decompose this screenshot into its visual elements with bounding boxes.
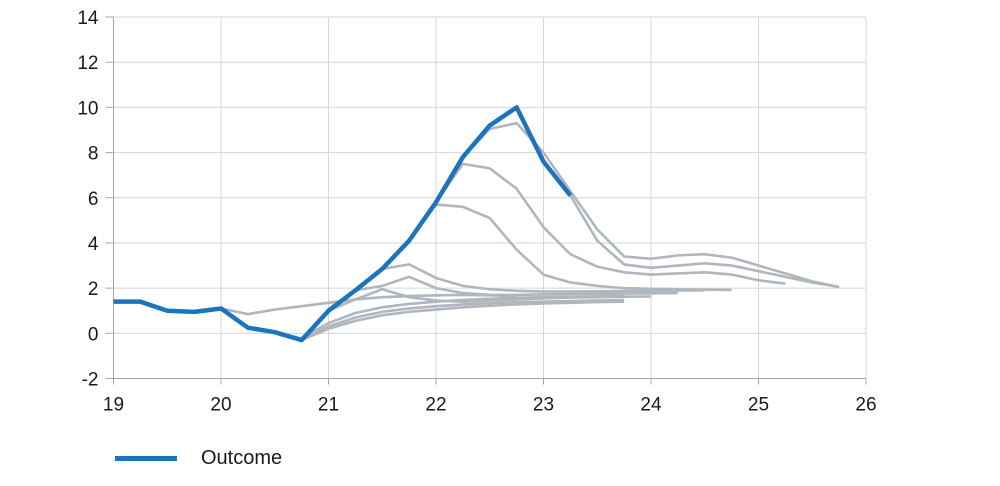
x-tick-label: 21 bbox=[318, 395, 339, 416]
forecast-line bbox=[542, 160, 840, 289]
outcome-legend-swatch bbox=[115, 455, 177, 461]
forecast-line bbox=[327, 287, 652, 312]
y-tick-label: 4 bbox=[88, 234, 99, 255]
y-tick-label: 12 bbox=[77, 53, 98, 74]
x-tick-label: 26 bbox=[855, 395, 876, 416]
x-tick-label: 25 bbox=[748, 395, 769, 416]
forecast-line bbox=[301, 300, 625, 342]
x-tick-label: 23 bbox=[533, 395, 554, 416]
forecast-line bbox=[461, 121, 840, 289]
y-tick-label: 8 bbox=[88, 144, 99, 165]
forecast-line bbox=[408, 203, 732, 292]
y-tick-label: 2 bbox=[88, 279, 99, 300]
y-tick-label: 6 bbox=[88, 189, 99, 210]
forecast-line bbox=[382, 263, 705, 293]
y-tick-label: 10 bbox=[77, 98, 98, 119]
forecast-line bbox=[434, 162, 786, 285]
outcome-legend-label: Outcome bbox=[201, 446, 283, 469]
forecast-line bbox=[220, 293, 517, 316]
x-tick-label: 19 bbox=[103, 395, 124, 416]
forecast-line bbox=[355, 275, 678, 297]
x-tick-label: 22 bbox=[425, 395, 446, 416]
x-tick-label: 24 bbox=[640, 395, 662, 416]
x-tick-label: 20 bbox=[210, 395, 231, 416]
chart-legend: Outcome bbox=[115, 444, 282, 472]
forecast-line bbox=[274, 298, 625, 341]
outcome-line bbox=[113, 105, 573, 343]
y-tick-label: 0 bbox=[88, 324, 99, 345]
y-tick-label: -2 bbox=[82, 370, 99, 391]
y-tick-label: 14 bbox=[77, 8, 99, 29]
